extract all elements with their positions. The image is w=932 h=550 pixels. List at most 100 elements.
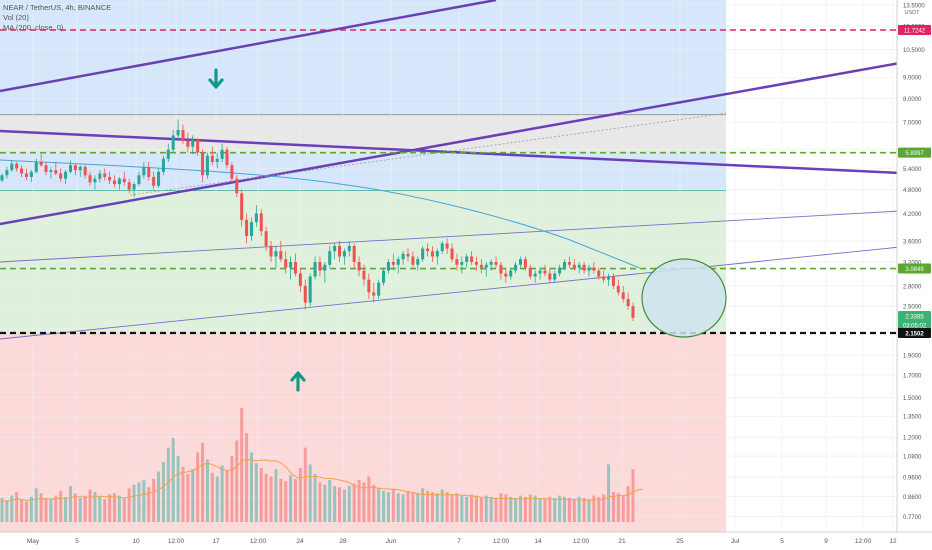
candle-body bbox=[440, 243, 444, 252]
price-tick-label: 1.9000 bbox=[903, 354, 922, 360]
volume-bar bbox=[347, 486, 351, 522]
time-tick-label: 10 bbox=[132, 538, 140, 545]
candle-body bbox=[29, 171, 33, 177]
zone-blue bbox=[0, 0, 726, 115]
candle-body bbox=[157, 171, 161, 186]
volume-bar bbox=[171, 438, 175, 522]
candle-body bbox=[68, 165, 72, 172]
candle-body bbox=[210, 155, 214, 162]
price-axis[interactable]: 13.500012.000010.50009.00008.00007.00006… bbox=[896, 0, 932, 550]
candle-body bbox=[587, 267, 591, 271]
candle-body bbox=[494, 261, 498, 265]
candle-body bbox=[553, 273, 557, 280]
price-label: 3.0849 bbox=[905, 267, 924, 273]
candle-body bbox=[499, 264, 503, 274]
candle-body bbox=[284, 259, 288, 268]
volume-bar bbox=[181, 466, 185, 522]
volume-bar bbox=[631, 469, 635, 522]
volume-bar bbox=[553, 498, 557, 522]
volume-bar bbox=[269, 476, 273, 522]
volume-bar bbox=[191, 469, 195, 522]
candle-body bbox=[103, 173, 107, 177]
candle-body bbox=[73, 165, 77, 171]
volume-bar bbox=[607, 464, 611, 522]
candle-body bbox=[83, 166, 87, 176]
volume-bar bbox=[49, 499, 53, 522]
price-tick-label: 5.4000 bbox=[903, 167, 922, 173]
volume-bar bbox=[543, 499, 547, 522]
candle-body bbox=[39, 161, 43, 166]
volume-bar bbox=[308, 464, 312, 522]
time-tick-label: 12:00 bbox=[250, 538, 267, 545]
candle-body bbox=[59, 173, 63, 179]
volume-bar bbox=[166, 447, 170, 522]
drawn-lines bbox=[0, 0, 901, 340]
volume-bar bbox=[259, 468, 263, 522]
legend-symbol[interactable]: NEAR / TetherUS, 4h, BINANCE bbox=[3, 3, 112, 12]
time-axis[interactable]: May 5 10 12:00 17 12:00 24 28 Jun 7 12:00 14 12:00 21… bbox=[0, 531, 932, 545]
volume-bar bbox=[88, 489, 92, 522]
candle-body bbox=[137, 175, 141, 185]
candle-body bbox=[514, 264, 518, 271]
candle-body bbox=[367, 279, 371, 293]
candle-body bbox=[44, 165, 48, 172]
volume-bar bbox=[582, 498, 586, 522]
volume-bar bbox=[563, 496, 567, 522]
price-label: 5.8997 bbox=[905, 151, 924, 157]
candle-body bbox=[474, 261, 478, 265]
price-tick-label: 1.3500 bbox=[903, 415, 922, 421]
annotations bbox=[208, 68, 727, 392]
channel-lower bbox=[0, 246, 901, 340]
volume-bar bbox=[479, 498, 483, 522]
candle-body bbox=[489, 261, 493, 265]
price-tick-label: 7.0000 bbox=[903, 121, 922, 127]
time-tick-label: 14 bbox=[534, 538, 542, 545]
candle-body bbox=[201, 152, 205, 176]
volume-bar bbox=[93, 492, 97, 522]
candle-body bbox=[279, 251, 283, 260]
volume-bar bbox=[44, 498, 48, 522]
volume-bar bbox=[245, 433, 249, 522]
volume-bar bbox=[504, 494, 508, 522]
candle-body bbox=[245, 219, 249, 237]
volume-bar bbox=[15, 492, 19, 522]
candle-body bbox=[171, 135, 175, 150]
candle-body bbox=[572, 264, 576, 268]
price-tick-label: 1.0800 bbox=[903, 455, 922, 461]
volume-bar bbox=[323, 484, 327, 522]
trendline-upper bbox=[0, 0, 497, 93]
volume-bar bbox=[127, 488, 131, 522]
volume-bar bbox=[274, 469, 278, 522]
volume-bar bbox=[293, 478, 298, 522]
candle-body bbox=[558, 267, 562, 274]
candle-body bbox=[430, 251, 434, 257]
legend-volume[interactable]: Vol (20) bbox=[3, 13, 29, 22]
volume-bar bbox=[210, 472, 214, 522]
price-tick-label: 1.7000 bbox=[903, 373, 922, 379]
candle-body bbox=[597, 270, 601, 277]
volume-bar bbox=[548, 496, 552, 522]
volume-bar bbox=[577, 496, 581, 522]
volume-bar bbox=[611, 492, 615, 522]
volume-bar bbox=[362, 482, 366, 522]
volume-bar bbox=[421, 488, 425, 522]
candle-body bbox=[64, 171, 68, 179]
candle-body bbox=[5, 170, 9, 176]
candle-body bbox=[240, 193, 244, 220]
candle-body bbox=[313, 261, 317, 277]
volume-bar bbox=[367, 476, 371, 522]
price-label: 2.3385 bbox=[905, 315, 924, 321]
candle-body bbox=[396, 259, 400, 265]
grid-lines bbox=[0, 0, 897, 532]
candle-body bbox=[337, 245, 342, 257]
legend-ma[interactable]: MA (200, close, 0) bbox=[3, 23, 64, 32]
volume-bar bbox=[215, 476, 219, 522]
candle-body bbox=[592, 267, 596, 271]
candle-body bbox=[10, 163, 14, 171]
volume-bar bbox=[122, 498, 126, 522]
volume-bar bbox=[313, 474, 317, 522]
candle-body bbox=[416, 259, 420, 265]
price-axis-bg bbox=[897, 0, 932, 550]
volume-bar bbox=[249, 452, 253, 522]
candle-body bbox=[484, 264, 488, 268]
